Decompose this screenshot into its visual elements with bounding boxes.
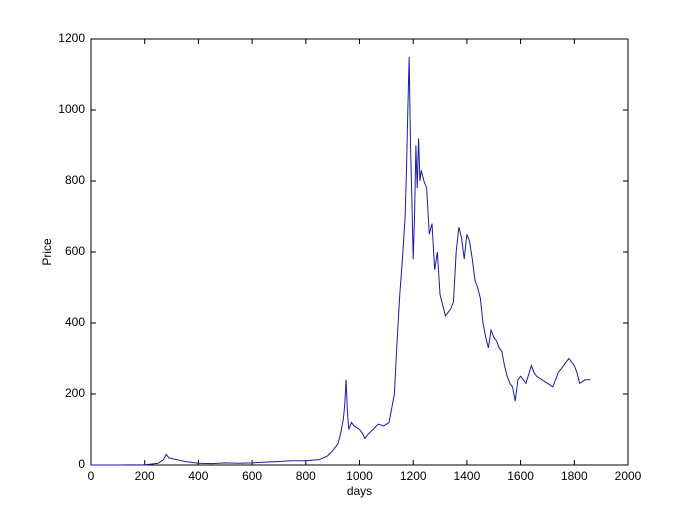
y-tick-label: 600 (65, 244, 85, 258)
x-tick-label: 1400 (454, 469, 481, 483)
x-tick-label: 1000 (346, 469, 373, 483)
x-tick-label: 2000 (615, 469, 642, 483)
y-tick-label: 200 (65, 386, 85, 400)
x-tick-label: 200 (135, 469, 155, 483)
x-tick-label: 1200 (400, 469, 427, 483)
y-tick-label: 1200 (58, 31, 85, 45)
y-tick-label: 1000 (58, 102, 85, 116)
y-tick-label: 800 (65, 173, 85, 187)
price-line (90, 56, 591, 466)
x-tick-label: 800 (296, 469, 316, 483)
x-tick-label: 400 (188, 469, 208, 483)
x-tick-label: 1800 (561, 469, 588, 483)
x-tick-label: 600 (242, 469, 262, 483)
y-tick-label: 0 (78, 457, 85, 471)
y-axis-label: Price (40, 238, 54, 266)
y-tick-label: 400 (65, 315, 85, 329)
x-tick-label: 1600 (507, 469, 534, 483)
x-axis-label: days (347, 484, 372, 498)
x-tick-label: 0 (88, 469, 95, 483)
